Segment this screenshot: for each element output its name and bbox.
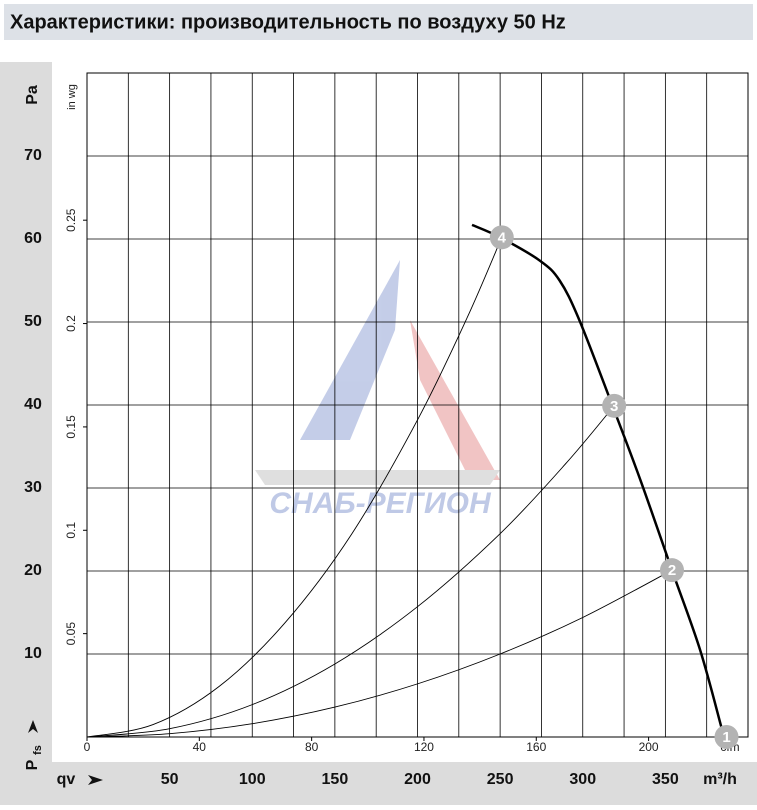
x2-tick-label: 0 (84, 740, 91, 754)
y-tick-label: 30 (24, 479, 42, 496)
x-tick-label: 350 (652, 771, 679, 788)
x2-tick-label: 160 (526, 740, 546, 754)
x-tick-label: 250 (487, 771, 514, 788)
y-tick-label: 50 (24, 313, 42, 330)
y2-tick-label: 0.1 (64, 522, 78, 539)
plot-frame (86, 72, 749, 738)
x2-tick-label: 80 (305, 740, 319, 754)
y-axis-label: Pa (24, 85, 41, 105)
y2-tick-label: 0.05 (64, 622, 78, 646)
operating-point-label: 2 (668, 562, 676, 579)
line-series (86, 569, 673, 738)
x2-tick-label: 200 (639, 740, 659, 754)
operating-point (714, 725, 739, 749)
y2-tick-label: 0.2 (64, 315, 78, 332)
operating-point-label: 4 (498, 229, 507, 246)
chart-title: Характеристики: производительность по во… (10, 11, 566, 33)
operating-point-label: 1 (722, 729, 730, 746)
x-prefix: qv (57, 771, 76, 788)
x-tick-label: 50 (161, 771, 179, 788)
x2-tick-label: 120 (414, 740, 434, 754)
y-tick-label: 60 (24, 230, 42, 247)
y-symbol: P (24, 759, 41, 770)
arrow (28, 720, 38, 733)
title-bar (4, 4, 753, 40)
line-series (471, 223, 723, 729)
y-tick-label: 40 (24, 396, 42, 413)
y-tick-label: 10 (24, 645, 42, 662)
operating-point (659, 558, 684, 583)
watermark-logo (255, 260, 500, 485)
y-symbol-sub: fs (32, 745, 44, 755)
arrow (88, 775, 103, 785)
operating-point-label: 3 (610, 398, 618, 415)
operating-point (489, 225, 514, 250)
watermark: СНАБ-РЕГИОН (269, 487, 492, 520)
y-tick-label: 20 (24, 562, 42, 579)
x-tick-label: 200 (404, 771, 431, 788)
y2-axis-label: in wg (66, 84, 78, 110)
y-axis-band (0, 62, 52, 805)
x-tick-label: 150 (322, 771, 349, 788)
x2-tick-label: 40 (193, 740, 207, 754)
y2-tick-label: 0.25 (64, 208, 78, 232)
operating-point (602, 393, 627, 418)
y-tick-label: 70 (24, 147, 42, 164)
line-series (86, 405, 615, 738)
line-series (86, 237, 503, 738)
x-axis-band (0, 762, 757, 805)
x-tick-label: 300 (569, 771, 596, 788)
x-tick-label: 100 (239, 771, 266, 788)
x-axis-label: m³/h (703, 771, 737, 788)
y2-tick-label: 0.15 (64, 415, 78, 439)
